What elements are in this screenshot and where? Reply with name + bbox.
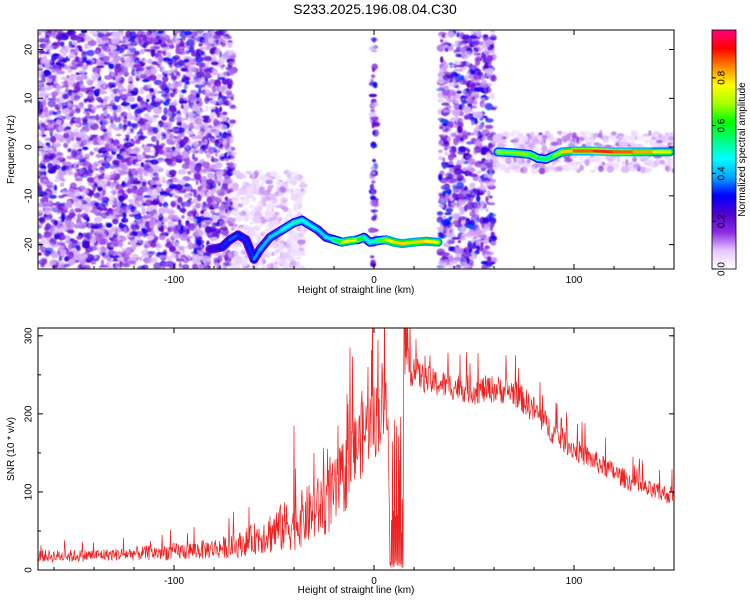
colorbar-tick-label: 0.8	[717, 70, 728, 84]
colorbar-gradient	[711, 29, 737, 270]
snr-panel: -100 0 100 0 100 200 300 Height of straight l…	[6, 327, 675, 596]
snr-y-ticks: 0 100 200 300	[24, 327, 674, 573]
spectrogram-y-tick-label: 10	[24, 92, 35, 104]
snr-y-tick-label: 100	[24, 483, 35, 500]
snr-x-label: Height of straight line (km)	[298, 585, 415, 596]
colorbar-tick-label: 0.4	[717, 166, 728, 180]
spectrogram-signal-track	[205, 146, 674, 264]
spectrogram-x-tick-label: 100	[566, 275, 583, 286]
snr-y-tick-label: 0	[24, 567, 35, 573]
snr-x-tick-label: 100	[566, 576, 583, 587]
colorbar-tick-label: 0.6	[717, 118, 728, 132]
colorbar: 0.0 0.2 0.4 0.6 0.8 Normalized spectral ampl…	[711, 29, 748, 276]
spectrogram-x-label: Height of straight line (km)	[298, 285, 415, 296]
snr-y-label: SNR (10 * v/v)	[6, 417, 17, 481]
spectrogram-frame	[37, 29, 675, 270]
spectrogram-image	[38, 30, 674, 269]
snr-x-tick-label: -100	[164, 576, 184, 587]
snr-x-tick-label: 0	[371, 576, 377, 587]
spectrogram-y-tick-label: -10	[24, 188, 35, 203]
spectrogram-y-tick-label: -20	[24, 237, 35, 252]
spectrogram-y-ticks: -20 -10 0 10 20	[24, 44, 674, 252]
snr-frame	[37, 327, 675, 571]
spectrogram-x-ticks: -100 0 100	[53, 30, 655, 286]
colorbar-tick-label: 0.0	[717, 262, 728, 276]
figure-title: S233.2025.196.08.04.C30	[293, 1, 457, 17]
spectrogram-y-tick-label: 20	[24, 44, 35, 56]
snr-y-tick-label: 200	[24, 405, 35, 422]
colorbar-tick-label: 0.2	[717, 214, 728, 228]
spectrogram-noise	[38, 30, 674, 269]
snr-series-line	[38, 328, 674, 569]
spectrogram-y-label: Frequency (Hz)	[6, 115, 17, 184]
snr-x-ticks: -100 0 100	[53, 328, 655, 587]
colorbar-ticks: 0.0 0.2 0.4 0.6 0.8	[712, 70, 728, 276]
spectrogram-x-tick-label: -100	[164, 275, 184, 286]
colorbar-label: Normalized spectral amplitude	[737, 82, 748, 217]
snr-y-tick-label: 300	[24, 327, 35, 344]
spectrogram-x-tick-label: 0	[371, 275, 377, 286]
spectrogram-y-tick-label: 0	[24, 144, 35, 150]
